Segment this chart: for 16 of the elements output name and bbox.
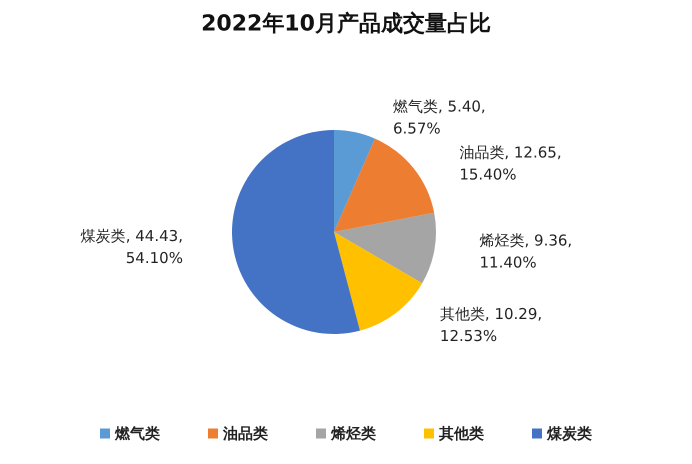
legend-label: 烯烃类: [330, 424, 376, 442]
text: 12.53%: [440, 327, 498, 346]
text: 54.10%: [126, 249, 183, 268]
category-label: 烯烃类, 9.36,: [479, 232, 572, 250]
category-label: 油品类, 12.65,: [459, 143, 562, 162]
legend-label: 煤炭类: [546, 424, 592, 442]
text: 11.40%: [479, 254, 537, 272]
category-label: 煤炭类, 44.43,: [80, 227, 183, 246]
legend-label: 燃气类: [114, 424, 160, 442]
text: 15.40%: [459, 165, 517, 184]
category-label: 燃气类, 5.40,: [392, 97, 486, 116]
category-label: 其他类, 10.29,: [440, 305, 542, 324]
legend-label: 其他类: [438, 424, 484, 442]
chart-title: 2022年10月产品成交量占比: [201, 10, 491, 36]
text: 6.57%: [392, 119, 441, 138]
legend-label: 油品类: [222, 424, 268, 442]
